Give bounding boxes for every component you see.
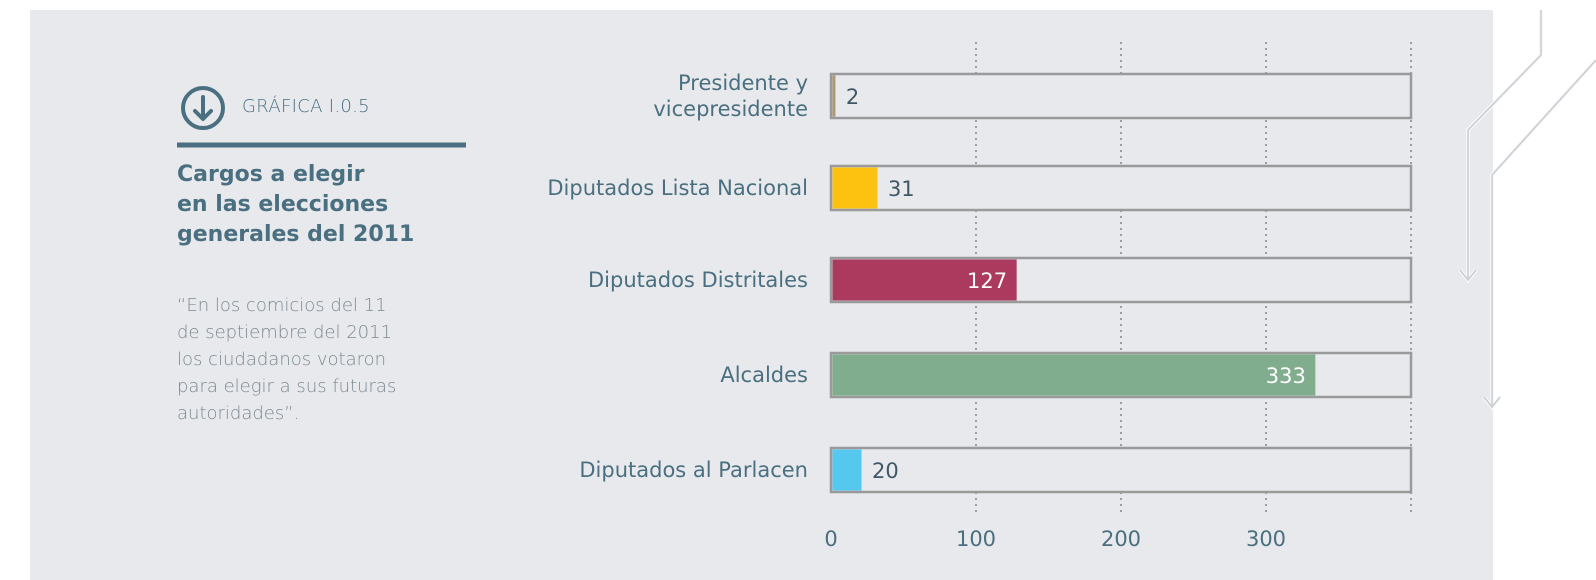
deco-line [1458,10,1543,284]
category-label: Diputados Lista Nacional [547,176,808,200]
bar [832,449,862,491]
bar [832,167,878,209]
category-label: Alcaldes [720,363,808,387]
category-label: Presidente y vicepresidente [653,71,808,121]
bar [832,75,836,117]
bar [832,354,1316,396]
value-label: 31 [888,177,915,201]
bar-track [829,72,1413,120]
bar-track [829,446,1413,494]
value-label: 20 [872,459,899,483]
category-label: Diputados Distritales [588,268,808,292]
x-tick-label: 100 [956,527,996,551]
value-label: 333 [1266,364,1306,388]
x-tick-label: 0 [824,527,837,551]
deco-line [1482,58,1596,411]
chart-title: Cargos a elegir en las elecciones genera… [177,162,415,247]
value-label: 127 [967,269,1007,293]
value-label: 2 [846,85,859,109]
chart-label: GRÁFICA I.0.5 [242,96,370,117]
deco-line [1483,59,1596,409]
download-arrow [193,95,213,121]
category-label: Diputados al Parlacen [579,458,808,482]
bar-track [829,164,1413,212]
x-tick-label: 300 [1246,527,1286,551]
deco-line [1459,10,1542,282]
bar [832,259,1017,301]
x-tick-label: 200 [1101,527,1141,551]
download-icon [181,86,225,130]
chart-quote: “En los comicios del 11 de septiembre de… [177,295,397,424]
